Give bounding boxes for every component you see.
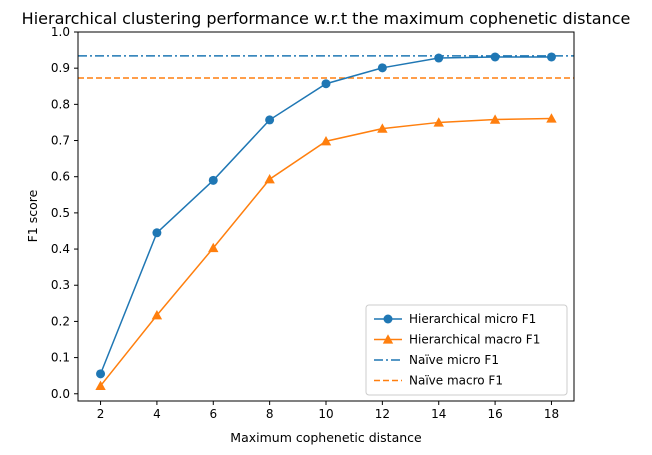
data-point [152, 228, 162, 238]
x-tick-label: 8 [266, 407, 274, 421]
y-tick-label: 0.5 [51, 206, 70, 220]
x-tick-label: 4 [153, 407, 161, 421]
data-point [208, 242, 219, 253]
y-tick-label: 0.8 [51, 97, 70, 111]
chart-title: Hierarchical clustering performance w.r.… [22, 9, 631, 28]
y-tick-label: 0.2 [51, 314, 70, 328]
x-tick-label: 12 [375, 407, 390, 421]
data-point [321, 79, 331, 89]
data-point [95, 380, 106, 390]
y-tick-label: 0.7 [51, 134, 70, 148]
y-tick-label: 0.3 [51, 278, 70, 292]
legend-marker [382, 334, 394, 344]
legend-marker [383, 314, 393, 324]
x-tick-label: 10 [318, 407, 333, 421]
x-tick-label: 14 [431, 407, 446, 421]
y-axis-label: F1 score [25, 189, 40, 242]
legend-label: Hierarchical macro F1 [409, 333, 540, 347]
y-tick-label: 0.0 [51, 387, 70, 401]
legend-box [365, 304, 568, 396]
x-axis: 2 4 6 8 10 12 14 16 18 [97, 401, 559, 421]
data-point [546, 113, 557, 123]
legend-label: Naïve micro F1 [409, 353, 499, 367]
x-tick-label: 16 [487, 407, 502, 421]
data-point [377, 63, 387, 73]
legend-label: Naïve macro F1 [409, 374, 503, 388]
data-point [489, 114, 501, 124]
y-tick-label: 0.6 [51, 170, 70, 184]
data-point [433, 117, 444, 127]
data-point [264, 174, 275, 184]
y-tick-label: 0.4 [51, 242, 70, 256]
legend: Hierarchical micro F1 Hierarchical macro … [365, 304, 568, 396]
data-point [377, 123, 388, 133]
legend-label: Hierarchical micro F1 [409, 312, 536, 326]
data-point [96, 369, 106, 379]
y-tick-label: 0.1 [51, 351, 70, 365]
x-axis-label: Maximum cophenetic distance [230, 430, 422, 445]
y-tick-label: 0.9 [51, 61, 70, 75]
x-tick-label: 2 [97, 407, 105, 421]
plot-area [78, 52, 574, 390]
x-tick-label: 18 [544, 407, 559, 421]
y-axis: 0.0 0.1 0.2 0.3 0.4 0.5 0.6 0.7 0.8 0.9 1.0 [51, 25, 78, 401]
data-point [151, 310, 163, 320]
data-point [546, 52, 556, 62]
data-point [265, 115, 275, 125]
x-tick-label: 6 [209, 407, 217, 421]
data-point [434, 53, 444, 63]
data-point [208, 175, 218, 185]
data-point [320, 136, 332, 146]
y-tick-label: 1.0 [51, 25, 70, 39]
data-point [490, 52, 500, 62]
